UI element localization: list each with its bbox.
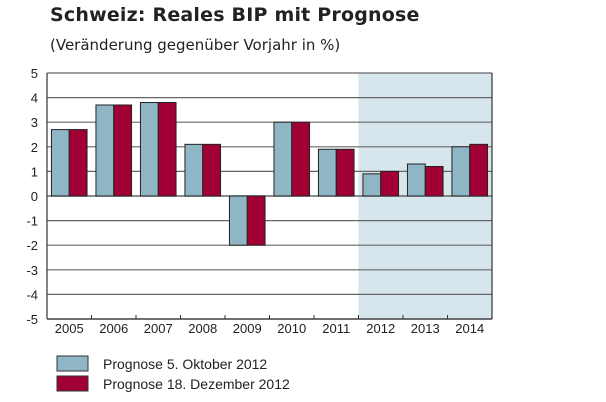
- bar-dezember: [335, 148, 355, 197]
- legend-swatch: [56, 375, 89, 392]
- x-tick-label: 2007: [144, 321, 173, 336]
- bar-oktober: [95, 104, 115, 197]
- bar-oktober: [50, 129, 70, 197]
- bar-oktober: [406, 163, 426, 197]
- bar-dezember: [469, 143, 489, 197]
- legend-label: Prognose 5. Oktober 2012: [103, 356, 267, 372]
- x-tick-label: 2012: [366, 321, 395, 336]
- y-tick-label: 1: [31, 164, 38, 179]
- y-tick-label: 5: [31, 66, 38, 81]
- y-tick-label: -4: [26, 287, 38, 302]
- y-tick-label: 2: [31, 140, 38, 155]
- bar-oktober: [362, 173, 382, 197]
- bar-dezember: [157, 102, 177, 197]
- bar-dezember: [380, 170, 400, 197]
- bar-oktober: [184, 143, 204, 197]
- bar-dezember: [246, 195, 266, 246]
- y-tick-label: 0: [31, 189, 38, 204]
- legend-label: Prognose 18. Dezember 2012: [103, 376, 290, 392]
- x-tick-label: 2009: [233, 321, 262, 336]
- bar-oktober: [273, 121, 293, 197]
- x-tick-label: 2010: [277, 321, 306, 336]
- x-tick-label: 2005: [55, 321, 84, 336]
- bar-oktober: [228, 195, 248, 246]
- bar-oktober: [139, 102, 159, 197]
- chart-title: Schweiz: Reales BIP mit Prognose: [50, 4, 420, 26]
- x-tick-label: 2011: [322, 321, 350, 336]
- x-tick-label: 2014: [455, 321, 484, 336]
- legend-swatch: [56, 355, 89, 372]
- y-tick-label: -3: [26, 263, 38, 278]
- bar-dezember: [424, 165, 444, 197]
- y-tick-label: 4: [31, 91, 38, 106]
- bar-dezember: [291, 121, 311, 197]
- x-tick-label: 2008: [188, 321, 217, 336]
- y-tick-label: -5: [26, 312, 38, 327]
- bar-oktober: [317, 148, 337, 197]
- bar-dezember: [68, 129, 88, 197]
- chart-subtitle: (Veränderung gegenüber Vorjahr in %): [50, 36, 341, 54]
- x-tick-label: 2013: [411, 321, 440, 336]
- y-tick-label: 3: [31, 115, 38, 130]
- bar-oktober: [451, 146, 471, 197]
- y-tick-label: -1: [26, 214, 38, 229]
- x-tick-label: 2006: [99, 321, 128, 336]
- bar-dezember: [202, 143, 222, 197]
- bar-dezember: [113, 104, 133, 197]
- y-tick-label: -2: [26, 238, 38, 253]
